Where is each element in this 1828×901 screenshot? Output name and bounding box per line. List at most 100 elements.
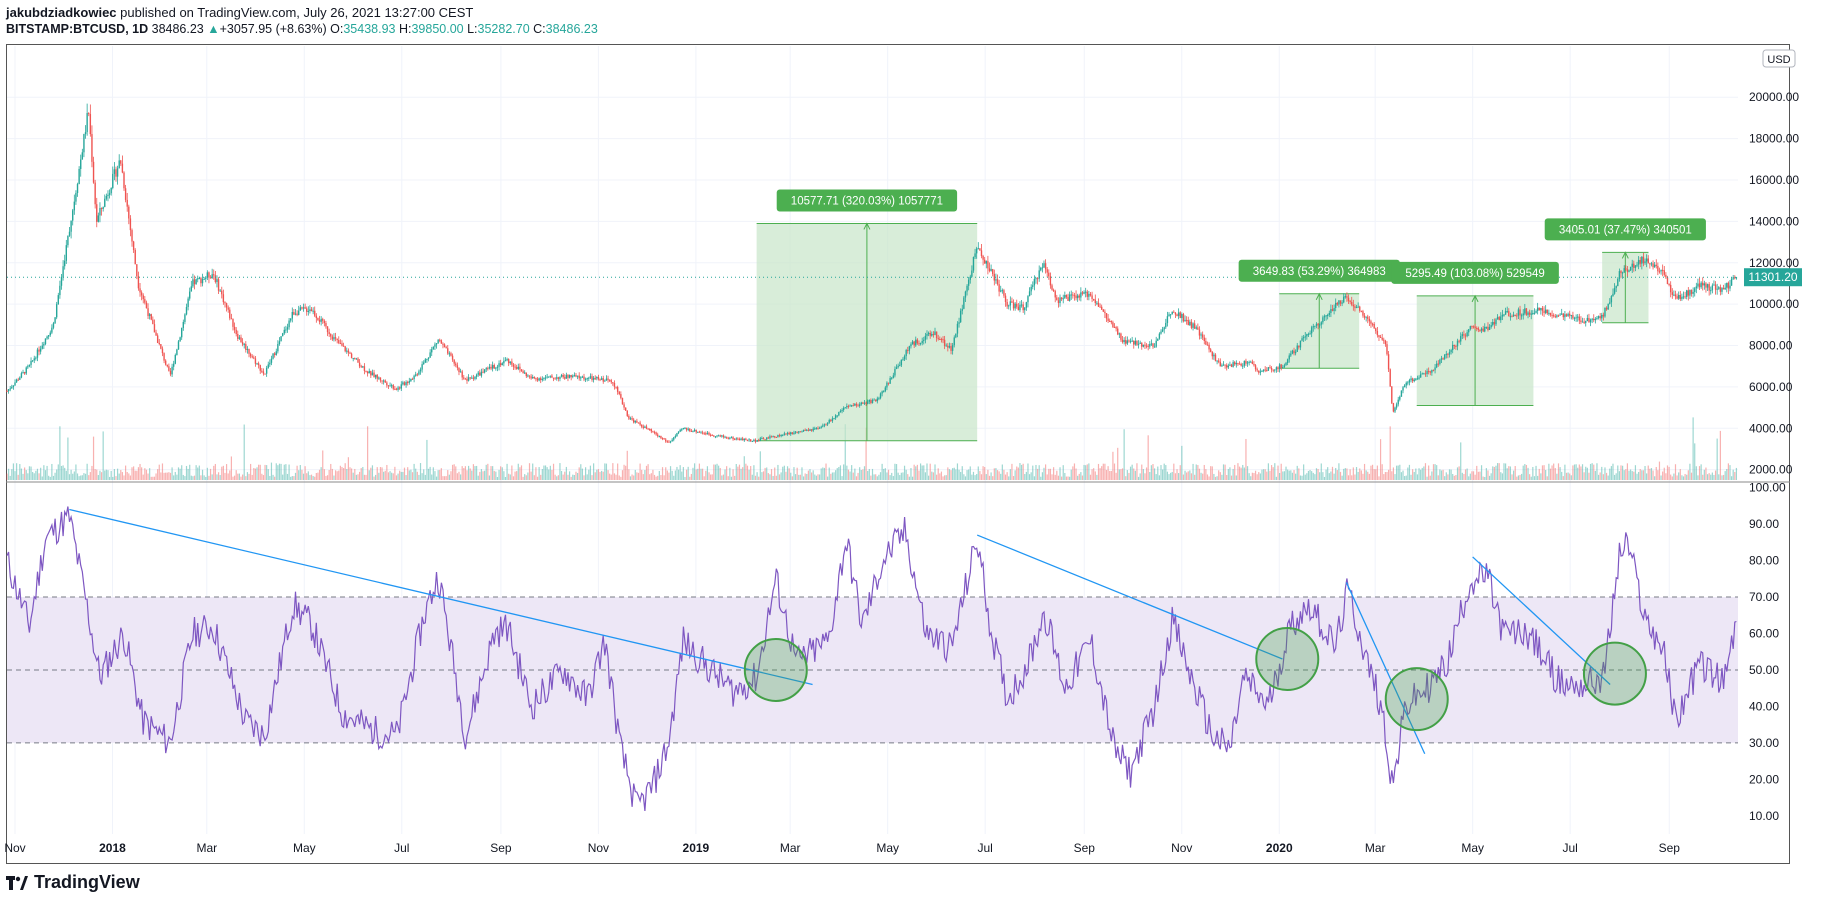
candle-body (1665, 274, 1667, 278)
volume-bar (453, 464, 455, 480)
volume-bar (73, 471, 75, 480)
candle-body (1232, 362, 1234, 367)
candle-body (841, 410, 843, 412)
volume-bar (310, 474, 313, 480)
volume-bar (1214, 476, 1217, 480)
volume-bar (224, 472, 226, 480)
candle-body (631, 418, 633, 420)
candle-body (653, 431, 656, 433)
candle-body (421, 364, 423, 370)
candle-body (677, 431, 680, 434)
volume-bar (1378, 476, 1380, 480)
volume-bar (1277, 465, 1279, 480)
volume-bar (655, 476, 657, 480)
volume-bar (1575, 464, 1577, 480)
volume-bar (1211, 466, 1213, 480)
candle-body (1599, 316, 1601, 319)
candle-body (1528, 312, 1531, 315)
volume-bar (243, 424, 245, 480)
candle-body (310, 309, 313, 312)
volume-bar (1654, 476, 1656, 480)
volume-bar (68, 474, 71, 480)
volume-bar (253, 467, 255, 480)
volume-bar (1625, 469, 1627, 480)
candle-body (294, 313, 297, 315)
volume-bar (278, 463, 281, 480)
volume-bar (1145, 467, 1148, 480)
candle-body (517, 366, 519, 369)
candle-body (241, 342, 244, 345)
volume-bar (966, 470, 968, 480)
position-label: 3405.01 (37.47%) 340501 (1559, 224, 1692, 236)
volume-bar (1352, 467, 1354, 480)
volume-bar (929, 463, 931, 480)
candle-body (384, 380, 386, 383)
candle-body (1120, 333, 1122, 340)
volume-bar (809, 469, 811, 480)
candle-body (1410, 378, 1412, 381)
volume-bar (1668, 466, 1670, 480)
candle-body (304, 307, 306, 309)
candle-body (1107, 318, 1109, 321)
volume-bar (315, 473, 317, 480)
candle-body (1533, 312, 1536, 314)
open-label: O: (330, 22, 344, 36)
volume-bar (863, 466, 866, 480)
volume-bar (610, 474, 612, 480)
currency-badge: USD (1767, 54, 1790, 66)
volume-bar (1267, 463, 1269, 480)
volume-bar (1476, 465, 1478, 480)
candle-body (528, 375, 531, 377)
volume-bar (1030, 472, 1032, 480)
candle-body (849, 405, 851, 407)
volume-bar (793, 467, 795, 480)
volume-bar (1330, 471, 1332, 480)
candle-body (741, 438, 744, 441)
volume-bar (998, 471, 1000, 480)
volume-bar (907, 474, 909, 480)
candle-body (1729, 285, 1731, 289)
candle-body (1500, 316, 1502, 321)
volume-bar (1099, 468, 1101, 480)
symbol-name[interactable]: BITSTAMP:BTCUSD, 1D (6, 22, 149, 36)
candle-body (785, 433, 787, 435)
volume-bar (1370, 465, 1372, 480)
volume-bar (1448, 469, 1451, 480)
author-name[interactable]: jakubdziadkowiec (6, 5, 117, 20)
candle-body (573, 375, 576, 377)
volume-bar (607, 470, 609, 480)
volume-bar (761, 472, 763, 480)
volume-bar (1732, 469, 1734, 480)
volume-bar (1064, 472, 1066, 480)
volume-bar (985, 474, 987, 480)
candle-body (913, 341, 915, 346)
candle-body (288, 320, 290, 328)
candle-body (112, 173, 114, 188)
volume-bar (1588, 472, 1590, 480)
candle-body (1726, 282, 1728, 288)
candle-body (161, 348, 164, 354)
volume-bar (620, 476, 622, 480)
volume-bar (990, 472, 992, 480)
volume-bar (1508, 466, 1510, 480)
candle-body (60, 276, 63, 286)
candle-body (1137, 343, 1140, 345)
candle-body (1278, 364, 1281, 370)
candle-body (951, 345, 954, 351)
volume-bar (968, 469, 970, 480)
volume-bar (602, 471, 604, 480)
volume-bar (1016, 466, 1018, 480)
volume-bar (576, 472, 579, 480)
candle-body (806, 429, 808, 431)
candle-body (621, 397, 624, 405)
candle-body (1189, 321, 1191, 326)
volume-bar (1484, 476, 1486, 480)
candle-body (78, 168, 80, 185)
chart-frame[interactable] (6, 44, 1790, 864)
candle-body (897, 365, 899, 368)
volume-bar (974, 475, 976, 480)
volume-bar (1198, 468, 1201, 480)
candle-body (1339, 300, 1342, 304)
candle-body (953, 337, 955, 346)
